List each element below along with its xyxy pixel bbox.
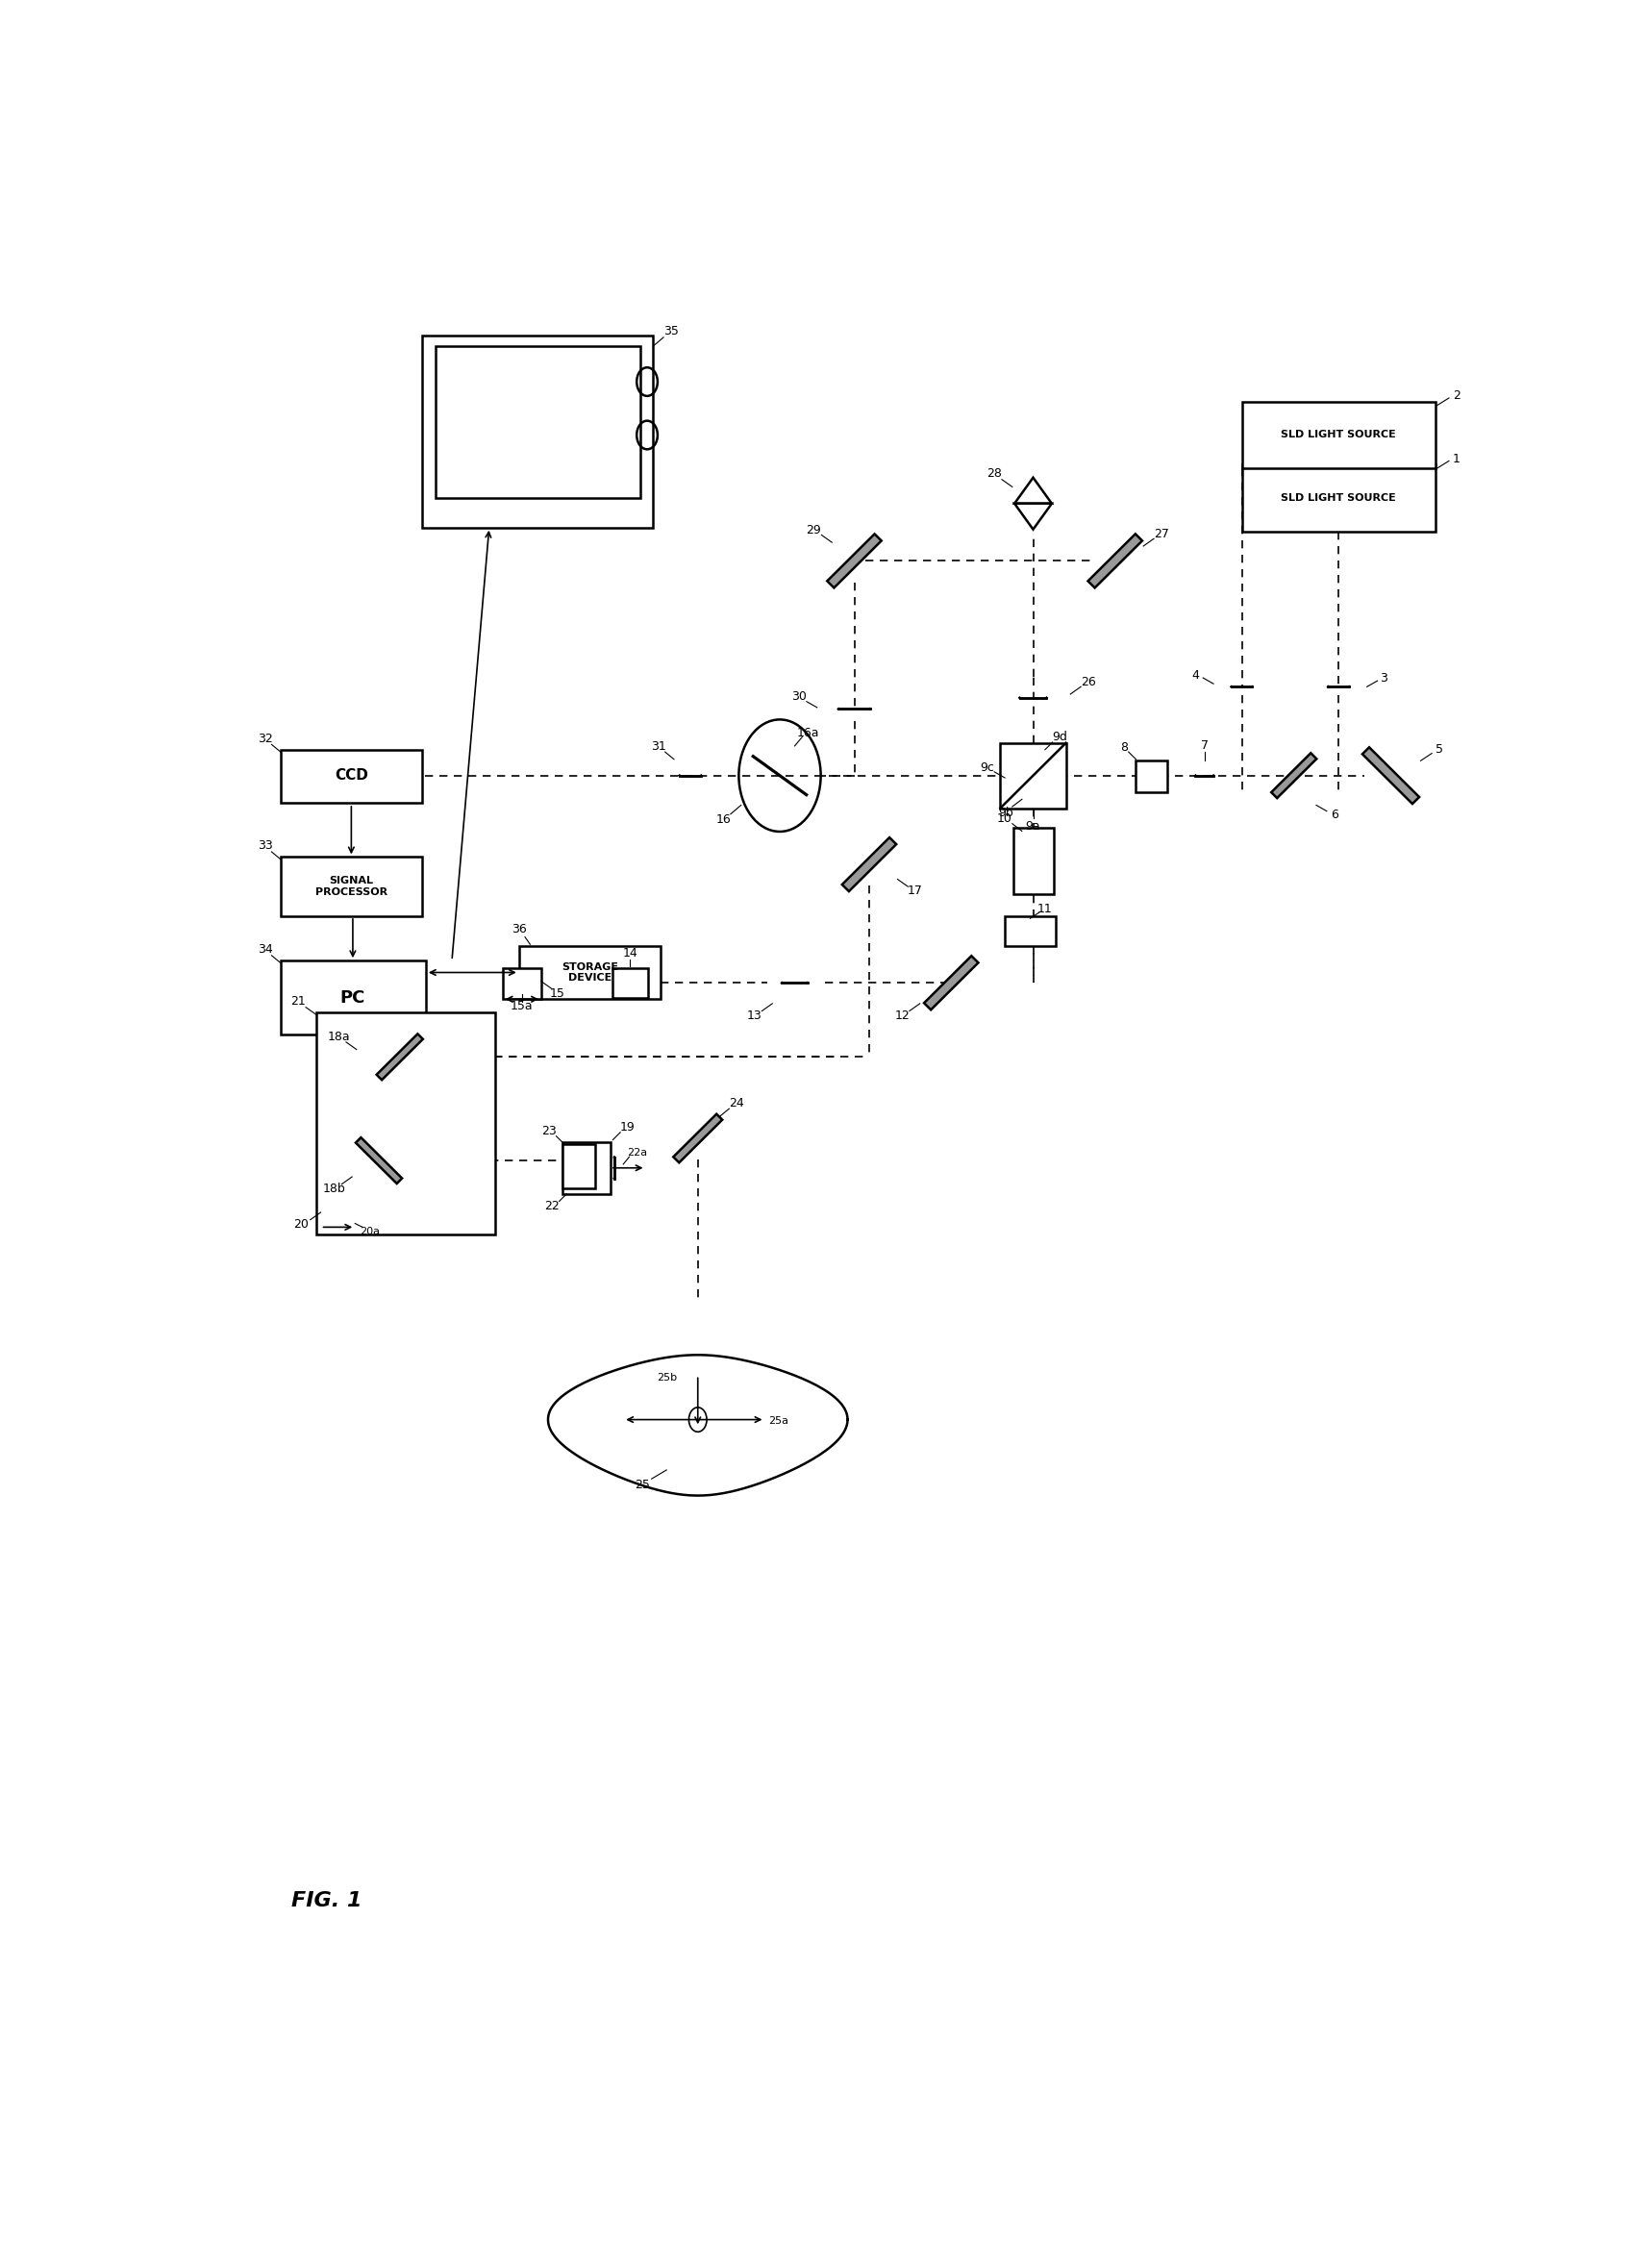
Text: 19: 19 [620, 1120, 636, 1134]
Polygon shape [1015, 479, 1051, 503]
Text: PC: PC [339, 989, 366, 1007]
Text: 36: 36 [511, 923, 527, 937]
Text: 35: 35 [664, 324, 679, 338]
Text: 26: 26 [1081, 676, 1096, 689]
Polygon shape [1271, 753, 1317, 798]
Text: 16: 16 [715, 814, 730, 826]
Text: 24: 24 [728, 1095, 745, 1109]
Text: 25b: 25b [656, 1374, 677, 1383]
Text: 18a: 18a [328, 1030, 349, 1043]
Text: SLD LIGHT SOURCE: SLD LIGHT SOURCE [1280, 431, 1396, 440]
Text: 9b: 9b [999, 807, 1014, 819]
Text: 9d: 9d [1053, 730, 1068, 744]
Text: 22a: 22a [626, 1148, 648, 1159]
Text: 17: 17 [908, 885, 923, 898]
Text: CCD: CCD [335, 769, 368, 782]
Polygon shape [674, 1114, 722, 1163]
Bar [1243, 465, 1435, 531]
Text: 30: 30 [791, 689, 808, 703]
Text: 21: 21 [290, 996, 307, 1007]
Text: 27: 27 [1154, 528, 1168, 540]
Text: 22: 22 [544, 1200, 559, 1213]
Bar [280, 751, 422, 803]
Text: 14: 14 [623, 948, 638, 959]
Bar [562, 1145, 595, 1188]
Polygon shape [376, 1034, 424, 1080]
Bar [519, 946, 661, 1000]
Text: 2: 2 [1452, 390, 1460, 401]
Text: 15: 15 [550, 987, 565, 1000]
Bar [280, 857, 422, 916]
Text: 34: 34 [259, 943, 274, 955]
Text: 18b: 18b [323, 1182, 346, 1195]
Text: 23: 23 [541, 1125, 557, 1136]
Polygon shape [1015, 503, 1051, 528]
Bar [422, 336, 653, 528]
Bar [316, 1012, 494, 1234]
Text: 11: 11 [1038, 903, 1053, 914]
Bar [611, 968, 648, 998]
Text: 28: 28 [987, 467, 1002, 481]
Polygon shape [827, 533, 882, 587]
Text: 1: 1 [1452, 451, 1460, 465]
Text: SLD LIGHT SOURCE: SLD LIGHT SOURCE [1280, 492, 1396, 503]
Text: 29: 29 [806, 524, 821, 535]
Bar [1135, 760, 1167, 792]
Text: 6: 6 [1330, 810, 1338, 821]
Text: 3: 3 [1379, 671, 1388, 685]
Text: STORAGE
DEVICE: STORAGE DEVICE [562, 962, 618, 982]
Polygon shape [1363, 746, 1419, 803]
Bar [435, 347, 641, 499]
Text: 33: 33 [259, 839, 274, 853]
Text: 12: 12 [895, 1009, 910, 1021]
Text: 8: 8 [1121, 742, 1127, 753]
Text: 20a: 20a [359, 1227, 381, 1236]
Text: 13: 13 [747, 1009, 761, 1021]
Text: FIG. 1: FIG. 1 [292, 1892, 363, 1910]
Text: SIGNAL
PROCESSOR: SIGNAL PROCESSOR [315, 875, 387, 896]
Bar [1000, 744, 1066, 807]
Polygon shape [356, 1139, 402, 1184]
Bar [1005, 916, 1055, 946]
Text: 20: 20 [293, 1218, 310, 1232]
Text: 25a: 25a [768, 1415, 788, 1427]
Bar [562, 1143, 611, 1193]
Text: 10: 10 [997, 812, 1012, 826]
Text: 31: 31 [651, 739, 666, 753]
Text: 9c: 9c [981, 762, 994, 773]
Text: 25: 25 [634, 1479, 649, 1490]
Text: 7: 7 [1201, 739, 1208, 753]
Bar [1243, 401, 1435, 467]
Bar [280, 962, 425, 1034]
Bar [1014, 828, 1055, 894]
Text: 5: 5 [1435, 744, 1444, 755]
Text: 4: 4 [1192, 669, 1200, 683]
Polygon shape [1088, 533, 1142, 587]
Bar [503, 968, 541, 1000]
Polygon shape [842, 837, 897, 891]
Text: 15a: 15a [511, 1000, 534, 1014]
Text: 16a: 16a [796, 726, 819, 739]
Text: 32: 32 [259, 733, 274, 744]
Text: 9a: 9a [1025, 819, 1040, 832]
Polygon shape [925, 955, 979, 1009]
